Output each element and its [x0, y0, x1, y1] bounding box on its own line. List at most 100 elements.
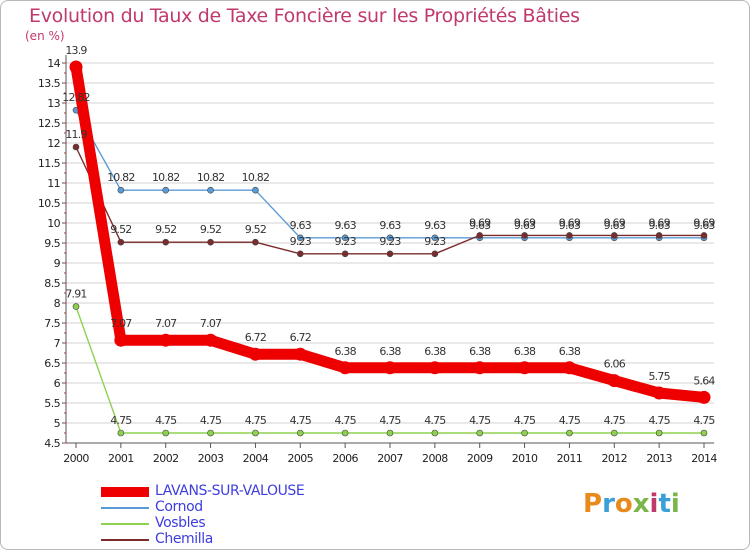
y-tick-label: 7.5 — [44, 317, 60, 330]
y-tick-label: 13.5 — [38, 77, 61, 90]
data-point — [162, 238, 170, 246]
data-label: 6.38 — [559, 345, 581, 358]
legend-label: Vosbles — [155, 515, 206, 531]
legend-swatch — [101, 487, 149, 497]
data-point — [431, 250, 439, 258]
x-tick-label: 2010 — [512, 452, 538, 465]
data-point — [296, 234, 304, 242]
data-label: 9.23 — [424, 235, 446, 248]
logo-letter: x — [632, 489, 650, 519]
series-lavans-sur-valouse — [69, 60, 711, 404]
data-point — [566, 429, 573, 437]
series-chemilla — [72, 143, 708, 258]
data-label: 4.75 — [559, 414, 581, 427]
data-point — [655, 429, 663, 437]
data-label: 9.52 — [110, 223, 131, 236]
x-tick-label: 2009 — [467, 452, 493, 465]
data-point — [252, 238, 259, 246]
data-label: 4.75 — [200, 414, 222, 427]
y-tick-label: 4.5 — [44, 437, 60, 450]
logo-letter: i — [649, 489, 659, 519]
data-point — [521, 429, 528, 437]
data-point — [338, 361, 352, 375]
data-point — [431, 234, 439, 242]
y-tick-label: 12 — [47, 137, 60, 150]
y-tick-label: 6.5 — [44, 357, 60, 370]
x-tick-label: 2006 — [332, 452, 358, 465]
data-point — [341, 234, 349, 242]
data-label: 11.9 — [65, 128, 87, 141]
data-label: 6.72 — [245, 331, 266, 344]
data-point — [518, 361, 532, 375]
y-tick-label: 8 — [54, 297, 61, 310]
y-tick-label: 8.5 — [44, 277, 60, 290]
legend-label: LAVANS-SUR-VALOUSE — [155, 483, 305, 499]
data-point — [386, 250, 394, 258]
data-label: 9.23 — [290, 235, 312, 248]
data-label: 10.82 — [107, 171, 135, 184]
data-label: 9.63 — [693, 219, 715, 232]
data-point — [476, 232, 484, 239]
x-tick-label: 2003 — [198, 452, 224, 465]
data-point — [117, 429, 125, 437]
data-label: 4.75 — [155, 414, 177, 427]
data-label: 12.82 — [62, 91, 90, 104]
data-label: 7.07 — [110, 317, 132, 330]
data-point — [473, 361, 487, 375]
data-point — [386, 429, 394, 437]
data-label: 6.38 — [379, 345, 401, 358]
chart-title: Evolution du Taux de Taxe Foncière sur l… — [29, 5, 580, 27]
data-label: 9.69 — [604, 216, 626, 229]
x-tick-label: 2008 — [422, 452, 448, 465]
y-axis-unit-label: (en %) — [25, 29, 65, 43]
data-label: 4.75 — [245, 414, 267, 427]
data-point — [386, 234, 394, 242]
data-label: 9.52 — [200, 223, 221, 236]
data-point — [697, 390, 711, 404]
data-point — [114, 333, 128, 347]
y-tick-label: 11 — [47, 177, 60, 190]
y-tick-label: 14 — [47, 57, 60, 70]
data-label: 9.63 — [604, 219, 626, 232]
data-label: 4.75 — [469, 414, 491, 427]
data-point — [207, 186, 214, 194]
data-point — [252, 429, 259, 437]
data-label: 7.07 — [200, 317, 222, 330]
x-tick-label: 2012 — [601, 452, 627, 465]
x-tick-label: 2014 — [691, 452, 717, 465]
data-label: 9.69 — [514, 216, 536, 229]
data-point — [476, 429, 484, 437]
data-label: 9.63 — [648, 219, 670, 232]
x-tick-label: 2004 — [243, 452, 269, 465]
data-label: 10.82 — [197, 171, 225, 184]
legend-swatch — [101, 523, 149, 525]
data-point — [69, 60, 83, 74]
data-label: 5.75 — [648, 370, 670, 383]
data-point — [72, 303, 80, 310]
data-point — [252, 186, 259, 194]
data-point — [204, 333, 218, 347]
legend-item: Vosbles — [101, 515, 341, 532]
data-point — [700, 232, 708, 239]
data-label: 6.06 — [604, 358, 626, 371]
data-point — [341, 250, 349, 258]
data-label: 9.52 — [155, 223, 176, 236]
data-point — [207, 429, 214, 437]
legend-label: Cornod — [155, 499, 203, 515]
data-label: 4.75 — [648, 414, 670, 427]
y-tick-label: 10 — [47, 217, 60, 230]
x-tick-label: 2011 — [557, 452, 583, 465]
y-tick-label: 10.5 — [38, 197, 61, 210]
y-tick-label: 5.5 — [44, 397, 60, 410]
data-point — [296, 429, 304, 437]
data-point — [248, 347, 262, 361]
logo-letter: o — [614, 489, 633, 519]
data-label: 5.64 — [693, 374, 715, 387]
data-label: 6.72 — [290, 331, 311, 344]
data-point — [700, 429, 708, 437]
legend: LAVANS-SUR-VALOUSE Cornod Vosbles Chemilla — [101, 483, 341, 548]
data-label: 9.63 — [379, 219, 401, 232]
y-tick-label: 6 — [54, 377, 61, 390]
series-cornod — [72, 106, 708, 242]
